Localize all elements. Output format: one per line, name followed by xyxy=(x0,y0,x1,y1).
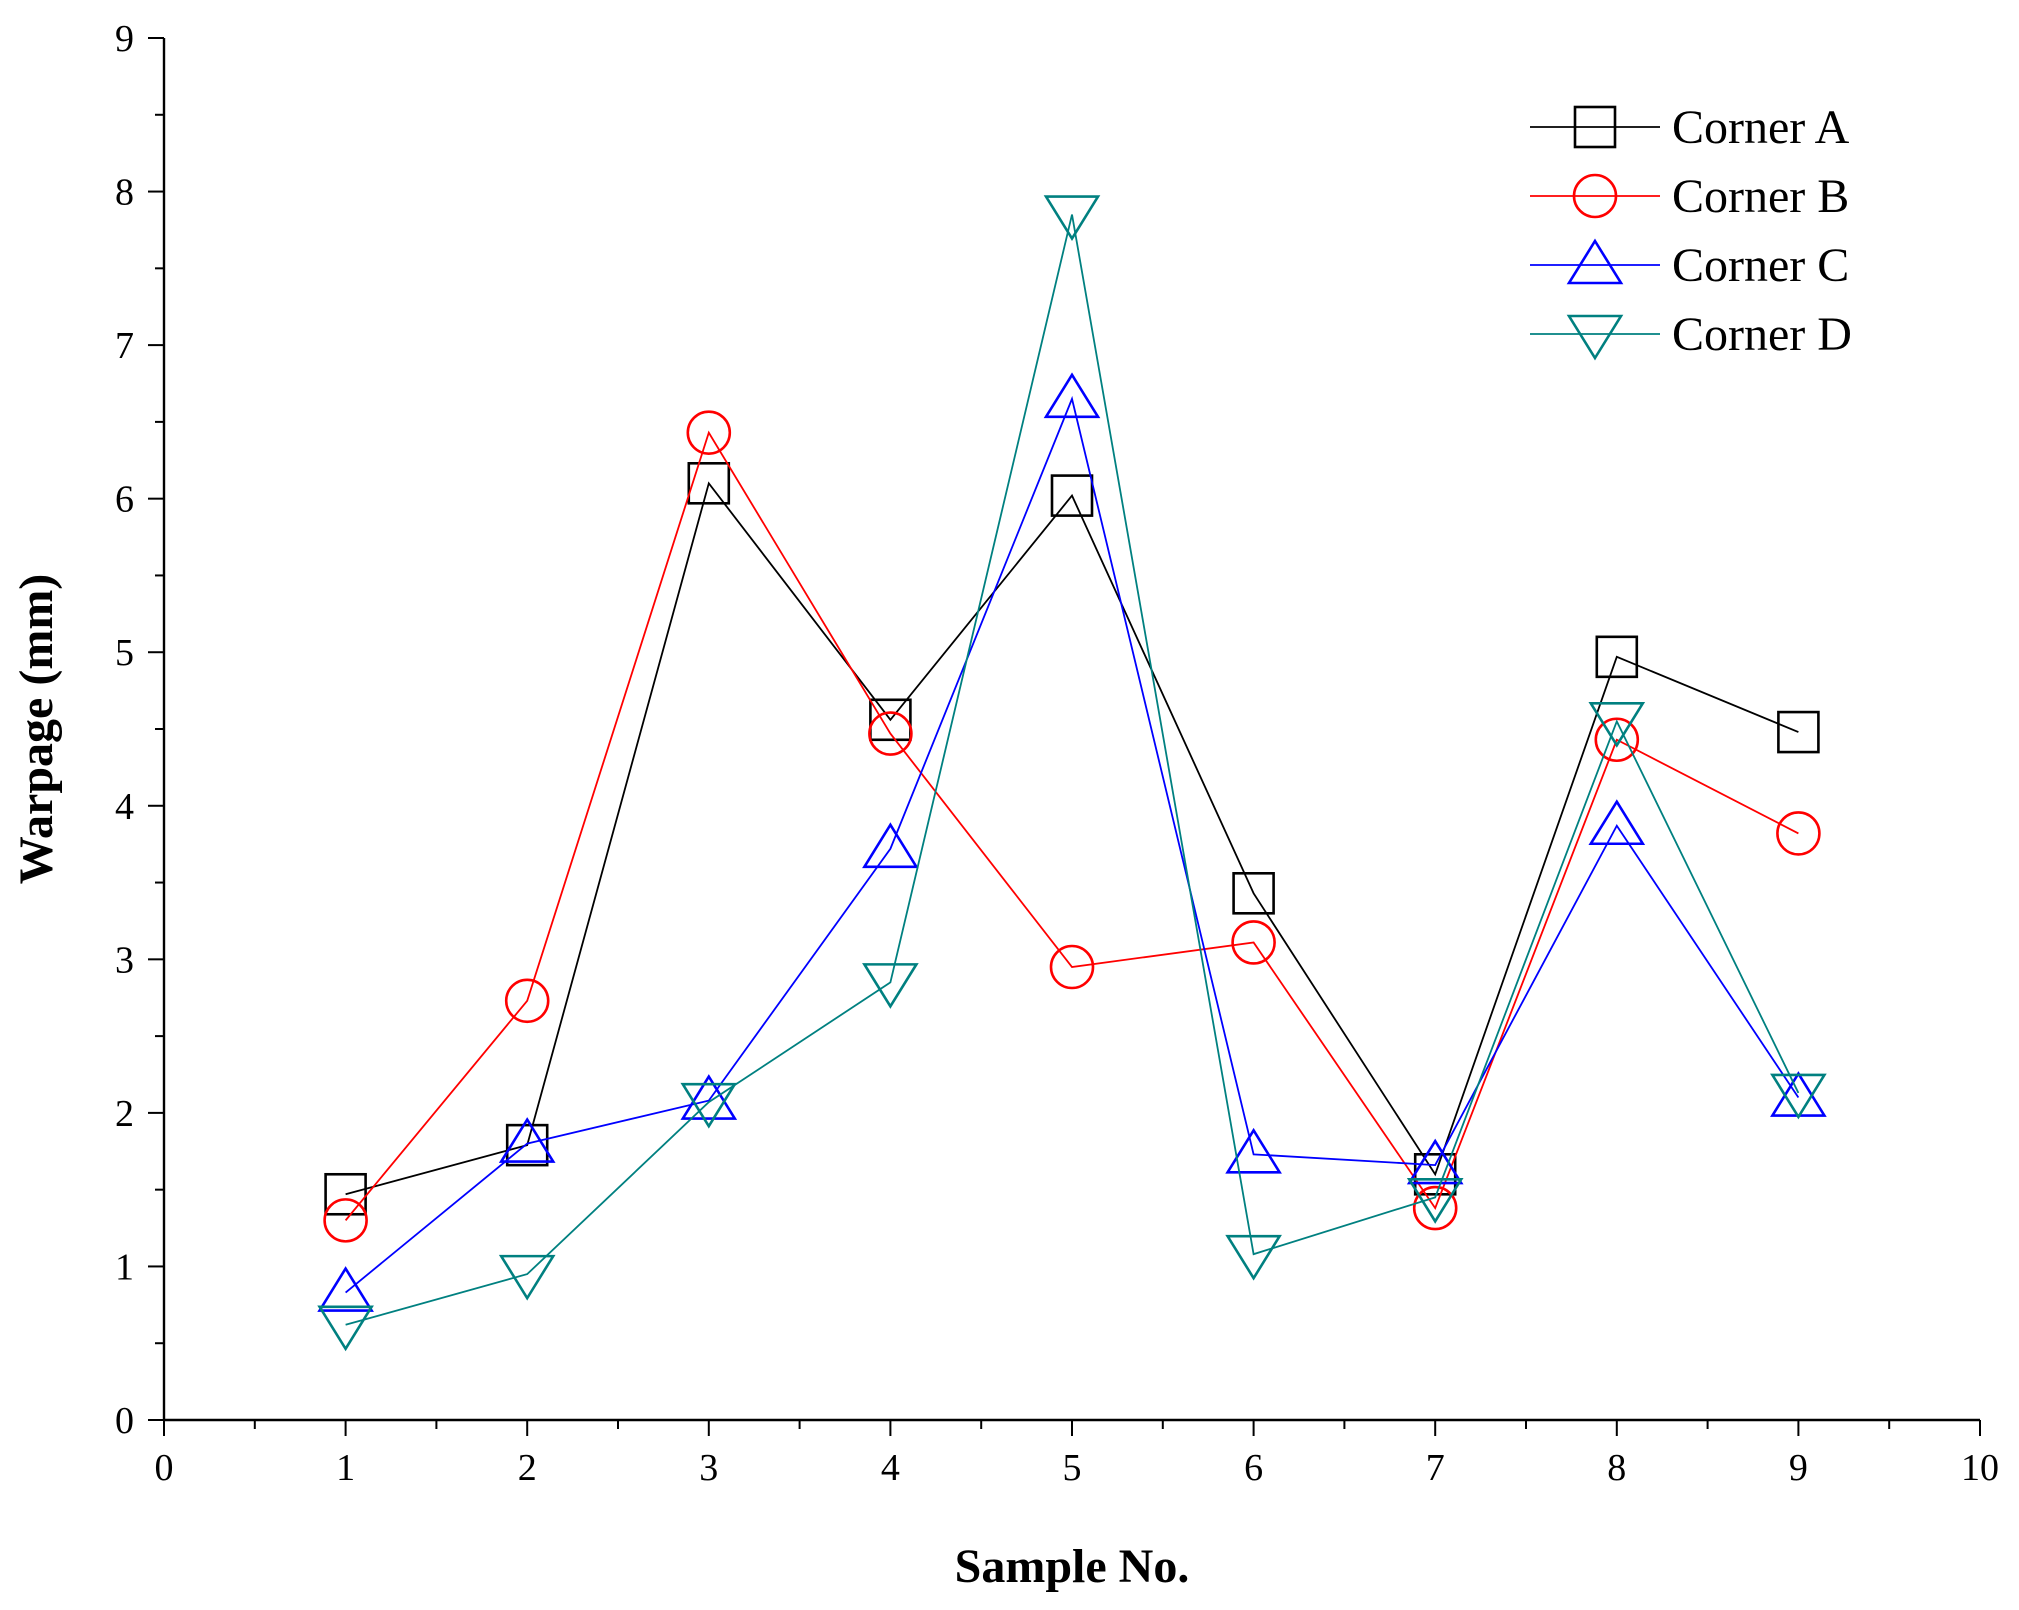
y-tick-label: 5 xyxy=(115,632,134,674)
x-tick-label: 2 xyxy=(518,1447,537,1489)
series-group xyxy=(317,195,1827,1352)
data-point xyxy=(680,1074,738,1120)
y-tick-label: 6 xyxy=(115,479,134,521)
data-point xyxy=(324,1172,367,1216)
data-point xyxy=(868,711,913,756)
data-point xyxy=(1594,717,1640,763)
data-point xyxy=(862,963,919,1009)
y-tick-label: 2 xyxy=(115,1093,134,1135)
legend-label: Corner C xyxy=(1672,239,1849,292)
x-tick-label: 7 xyxy=(1426,1447,1445,1489)
data-point xyxy=(498,1117,556,1163)
series-corner-c xyxy=(317,372,1827,1312)
data-point xyxy=(862,822,919,869)
y-axis-title: Warpage (mm) xyxy=(10,574,63,885)
legend-label: Corner D xyxy=(1672,308,1852,361)
data-point xyxy=(1232,872,1275,915)
x-tick-label: 10 xyxy=(1961,1447,1999,1489)
series-line xyxy=(345,214,1800,1326)
data-point xyxy=(498,1254,556,1301)
data-point xyxy=(1588,702,1646,748)
legend-marker xyxy=(1573,105,1617,149)
series-corner-b xyxy=(323,410,1821,1243)
legend-item: Corner B xyxy=(1530,170,1849,223)
data-point xyxy=(1050,474,1094,517)
data-point xyxy=(1770,1073,1827,1120)
data-point xyxy=(1049,944,1095,990)
data-point xyxy=(1777,710,1820,754)
data-point xyxy=(1776,811,1821,856)
data-point xyxy=(687,462,731,505)
data-point xyxy=(680,1082,738,1129)
y-tick-label: 4 xyxy=(115,786,134,828)
legend-item: Corner A xyxy=(1530,101,1850,154)
data-point xyxy=(1043,195,1101,242)
data-point xyxy=(317,1305,374,1352)
legend-marker xyxy=(1566,238,1624,285)
series-line xyxy=(344,430,1799,1221)
data-point xyxy=(1225,1127,1282,1174)
legend-label: Corner B xyxy=(1672,170,1849,223)
data-point xyxy=(1770,1071,1827,1117)
axes-group: 0 1 2 3 4 5 6 7 8 9 10 0 1 2 3 4 5 6 7 8 9 xyxy=(115,18,1999,1489)
y-tick-label: 0 xyxy=(115,1400,134,1442)
series-line xyxy=(345,481,1799,1196)
data-point xyxy=(504,978,550,1024)
data-point xyxy=(869,698,912,742)
data-point xyxy=(686,410,732,455)
y-tick-label: 1 xyxy=(115,1246,134,1288)
x-tick-label: 1 xyxy=(336,1447,355,1489)
x-axis-title: Sample No. xyxy=(955,1540,1190,1593)
y-tick-label: 9 xyxy=(115,18,134,60)
legend-item: Corner D xyxy=(1530,308,1852,361)
legend-marker xyxy=(1572,173,1618,219)
data-point xyxy=(1406,1178,1464,1224)
legend: Corner A Corner B Corner C Corner D xyxy=(1530,101,1852,361)
x-tick-label: 9 xyxy=(1789,1447,1808,1489)
x-tick-label: 8 xyxy=(1607,1447,1626,1489)
x-tick-label: 5 xyxy=(1063,1447,1082,1489)
legend-marker xyxy=(1566,314,1624,361)
x-tick-label: 0 xyxy=(155,1447,174,1489)
series-corner-d xyxy=(317,195,1827,1352)
data-point xyxy=(317,1266,374,1312)
data-point xyxy=(1043,372,1101,419)
legend-item: Corner C xyxy=(1530,238,1849,292)
data-point xyxy=(1231,920,1276,965)
y-tick-label: 3 xyxy=(115,939,134,981)
y-tick-label: 7 xyxy=(115,325,134,367)
series-line xyxy=(345,395,1800,1294)
data-point xyxy=(1225,1234,1282,1281)
data-point xyxy=(1588,799,1646,846)
x-tick-label: 4 xyxy=(881,1447,900,1489)
data-point xyxy=(323,1198,368,1243)
data-point xyxy=(505,1123,549,1167)
x-tick-label: 6 xyxy=(1244,1447,1263,1489)
legend-label: Corner A xyxy=(1672,101,1850,154)
data-point xyxy=(1595,635,1639,679)
y-tick-label: 8 xyxy=(115,172,134,214)
data-point xyxy=(1412,1185,1458,1231)
x-tick-label: 3 xyxy=(699,1447,718,1489)
